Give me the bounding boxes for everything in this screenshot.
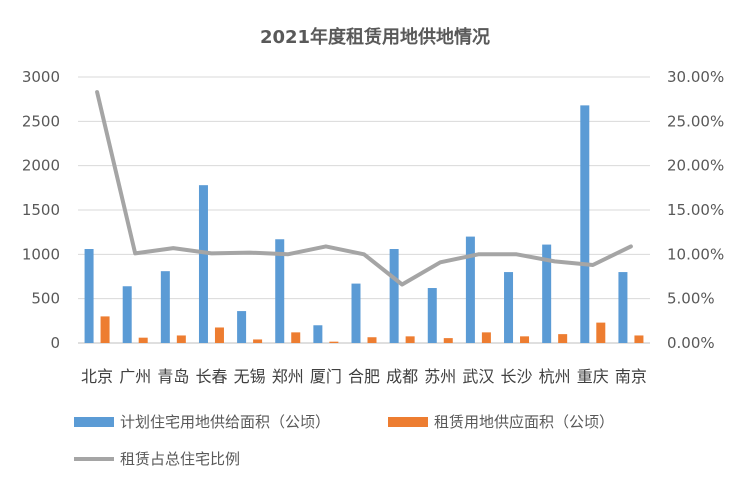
planned-area-bar	[275, 239, 285, 343]
legend: 计划住宅用地供给面积（公顷） 租赁用地供应面积（公顷） 租赁占总住宅比例	[74, 413, 614, 468]
category-label: 青岛	[157, 367, 189, 386]
legend-swatch	[388, 417, 428, 427]
right-tick-label: 25.00%	[667, 112, 724, 130]
right-tick-label: 5.00%	[667, 290, 715, 308]
planned-area-bar	[198, 185, 208, 343]
right-tick-label: 15.00%	[667, 201, 724, 219]
rental-area-bar	[253, 339, 263, 343]
rental-area-bar	[596, 322, 606, 343]
rental-area-bar	[100, 316, 110, 343]
left-tick-label: 2000	[22, 157, 60, 175]
planned-area-bar	[237, 311, 247, 343]
left-tick-label: 0	[50, 334, 60, 352]
category-label: 成都	[386, 367, 418, 386]
planned-area-bar	[351, 283, 361, 343]
planned-area-bar	[122, 286, 132, 343]
rental-area-bar	[481, 332, 491, 343]
planned-area-bar	[504, 272, 514, 343]
rental-area-bar	[634, 335, 644, 343]
left-tick-label: 1000	[22, 245, 60, 263]
rental-area-bar	[558, 334, 568, 343]
legend-label: 租赁用地供应面积（公顷）	[434, 413, 614, 431]
planned-area-bar	[580, 105, 590, 343]
ratio-line-path	[95, 90, 633, 287]
left-tick-label: 500	[31, 290, 60, 308]
category-label: 武汉	[462, 367, 494, 386]
right-tick-label: 20.00%	[667, 157, 724, 175]
category-label: 重庆	[577, 367, 609, 386]
rental-area-bar	[520, 336, 530, 343]
legend-label: 租赁占总住宅比例	[120, 450, 240, 468]
rental-area-bar	[291, 332, 301, 343]
rental-area-bar	[443, 338, 453, 343]
planned-area-bar	[542, 244, 552, 343]
category-label: 苏州	[424, 367, 456, 386]
right-axis-ticks: 0.00% 5.00% 10.00% 15.00% 20.00% 25.00% 30.00%	[667, 68, 724, 352]
category-label: 厦门	[310, 367, 342, 386]
left-tick-label: 3000	[22, 68, 60, 86]
rental-area-bar	[329, 341, 339, 343]
category-label: 郑州	[272, 367, 304, 386]
left-axis-ticks: 0 500 1000 1500 2000 2500 3000	[22, 68, 60, 352]
rental-area-bar	[138, 337, 148, 343]
legend-label: 计划住宅用地供给面积（公顷）	[120, 413, 330, 431]
category-label: 南京	[615, 367, 647, 386]
category-label: 无锡	[234, 367, 266, 386]
bars	[84, 105, 644, 343]
chart-title: 2021年度租赁用地供地情况	[260, 26, 490, 48]
rental-area-bar	[367, 337, 377, 343]
rental-area-bar	[214, 327, 224, 343]
planned-area-bar	[160, 271, 170, 343]
planned-area-bar	[84, 249, 94, 343]
ratio-line	[95, 90, 633, 287]
category-label: 杭州	[539, 367, 571, 386]
category-label: 合肥	[348, 367, 380, 386]
rental-area-bar	[176, 335, 186, 343]
category-labels: 北京 广州 青岛 长春 无锡 郑州 厦门 合肥 成都 苏州 武汉 长沙 杭州 重庆 南京	[81, 367, 647, 386]
left-tick-label: 2500	[22, 112, 60, 130]
legend-swatch	[74, 417, 114, 427]
right-tick-label: 0.00%	[667, 334, 715, 352]
planned-area-bar	[313, 325, 323, 343]
category-label: 广州	[119, 367, 151, 386]
planned-area-bar	[427, 288, 437, 343]
category-label: 长春	[195, 367, 227, 386]
left-tick-label: 1500	[22, 201, 60, 219]
planned-area-bar	[465, 236, 475, 343]
rental-area-bar	[405, 336, 415, 343]
planned-area-bar	[618, 272, 628, 343]
category-label: 长沙	[501, 367, 533, 386]
right-tick-label: 30.00%	[667, 68, 724, 86]
category-label: 北京	[81, 367, 113, 386]
right-tick-label: 10.00%	[667, 245, 724, 263]
planned-area-bar	[389, 249, 399, 343]
